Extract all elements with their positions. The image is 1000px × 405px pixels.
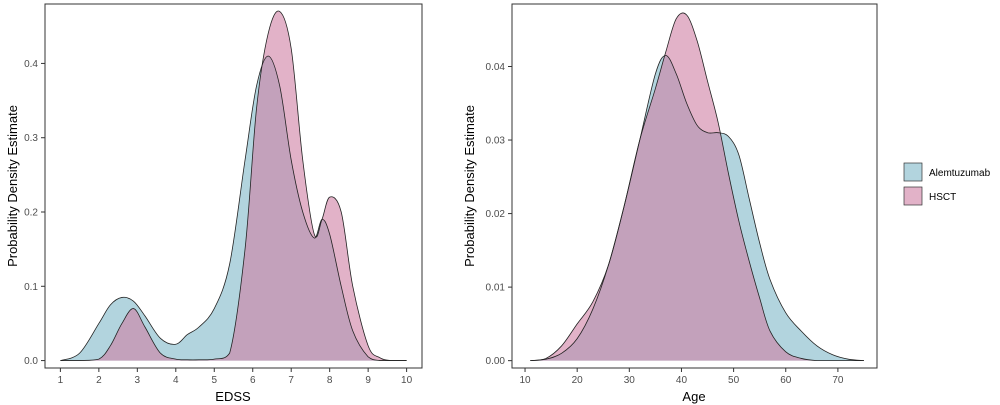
edss-y-tick-label: 0.1 [24,282,38,293]
age-y-tick-label: 0.01 [486,283,506,294]
edss-series-layer [60,10,407,361]
age-y-tick-label: 0.02 [486,209,506,220]
age-x-tick-label: 20 [572,375,584,386]
edss-x-tick-label: 3 [135,375,141,386]
age-x-tick-label: 60 [780,375,792,386]
age-y-tick-label: 0.03 [486,136,506,147]
edss-density-area-hsct [60,11,407,361]
edss-density-line-hsct [60,10,407,361]
edss-x-tick-label: 9 [365,375,371,386]
edss-y-tick-label: 0.0 [24,356,38,367]
age-density-area-hsct [530,12,864,361]
age-x-tick-label: 70 [832,375,844,386]
edss-y-tick-label: 0.2 [24,208,38,219]
legend-label-hsct: HSCT [929,192,956,203]
edss-density-panel: 0.0 0.1 0.2 0.3 0.4 1 2 3 4 5 6 7 8 9 10 EDSS Probabi… [5,3,423,404]
edss-x-tick-label: 2 [96,375,102,386]
edss-x-tick-label: 4 [173,375,179,386]
edss-density-line-alemtuzumab [60,55,407,361]
edss-x-axis: 1 2 3 4 5 6 7 8 9 10 [58,368,413,386]
age-x-axis: 10 20 30 40 50 60 70 [519,368,844,386]
age-density-panel: 0.000.010.020.030.04 10 20 30 40 50 60 70 Age … [462,3,878,404]
age-y-tick-label: 0.00 [486,356,506,367]
age-x-tick-label: 10 [519,375,531,386]
legend-label-alemtuzumab: Alemtuzumab [929,168,991,179]
edss-x-tick-label: 1 [58,375,64,386]
legend-key-hsct [903,186,923,206]
age-series-layer [530,12,864,362]
age-y-axis-title: Probability Density Estimate [462,105,477,267]
edss-x-axis-title: EDSS [215,389,251,404]
age-x-tick-label: 30 [624,375,636,386]
edss-y-axis-title: Probability Density Estimate [5,105,20,267]
edss-x-tick-label: 6 [250,375,256,386]
legend: Alemtuzumab HSCT [903,162,991,206]
edss-y-tick-label: 0.4 [24,59,38,70]
edss-x-tick-label: 5 [211,375,217,386]
age-x-tick-label: 50 [728,375,740,386]
age-x-tick-label: 40 [676,375,688,386]
edss-y-axis: 0.0 0.1 0.2 0.3 0.4 [24,59,45,367]
edss-x-tick-label: 10 [401,375,413,386]
age-x-axis-title: Age [682,389,705,404]
legend-key-alemtuzumab [903,162,923,182]
edss-x-tick-label: 8 [327,375,333,386]
age-density-line-hsct [530,12,864,362]
edss-x-tick-label: 7 [288,375,294,386]
age-y-axis: 0.00 0.01 0.02 0.03 0.04 [486,62,512,367]
age-y-tick-label: 0.04 [486,62,506,73]
age-density-line-alemtuzumab [530,55,864,362]
edss-y-tick-label: 0.3 [24,133,38,144]
